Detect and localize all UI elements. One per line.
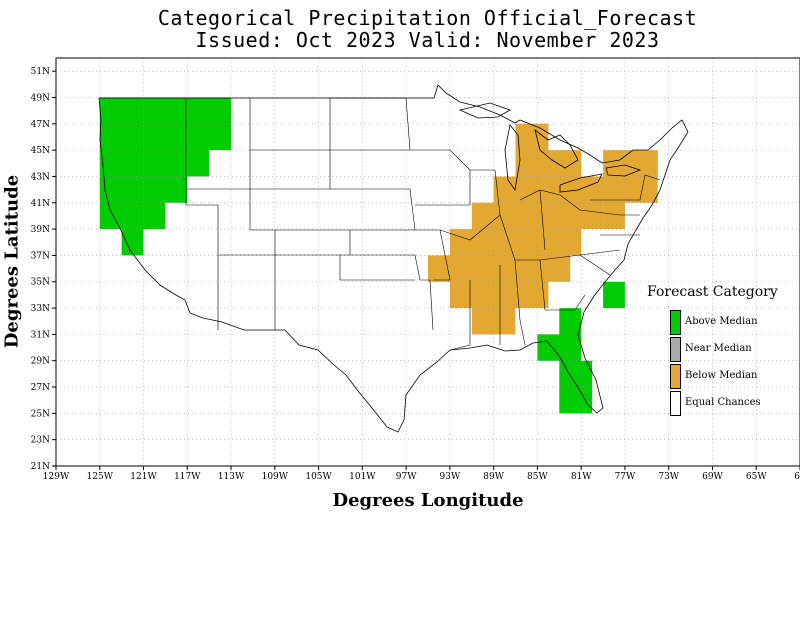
legend-title: Forecast Category — [647, 284, 778, 300]
x-axis-ticks: 129W 125W 121W 117W 113W 109W 105W 101W 97W 93W 89… — [43, 466, 800, 482]
legend-label: Below Median — [685, 370, 758, 381]
y-tick-label: 51N — [31, 67, 50, 77]
legend-item-equal-chances: Equal Chances — [670, 391, 800, 417]
chart-subtitle: Issued: Oct 2023 Valid: November 2023 — [195, 28, 660, 52]
x-axis-label: Degrees Longitude — [332, 490, 524, 511]
forecast-region — [603, 281, 625, 309]
y-tick-label: 29N — [31, 357, 50, 367]
x-tick-label: 77W — [615, 472, 636, 482]
x-tick-label: 129W — [43, 472, 70, 482]
x-tick-label: 65W — [746, 472, 767, 482]
x-tick-label: 121W — [130, 472, 157, 482]
y-tick-label: 41N — [31, 199, 50, 209]
x-tick-label: 113W — [218, 472, 245, 482]
legend-item-below-median: Below Median — [670, 364, 800, 390]
legend-item-near-median: Near Median — [670, 337, 800, 363]
state-boundaries — [185, 97, 661, 351]
legend-label: Near Median — [685, 343, 752, 354]
forecast-region — [99, 97, 232, 256]
us-national-outline — [98, 84, 689, 433]
y-tick-label: 33N — [31, 304, 50, 314]
chart-title: Categorical Precipitation Official_Forec… — [157, 6, 698, 30]
x-tick-label: 81W — [571, 472, 592, 482]
x-tick-label: 89W — [483, 472, 504, 482]
y-tick-label: 49N — [31, 93, 50, 103]
legend-label: Equal Chances — [685, 397, 761, 408]
us-outline — [98, 84, 689, 433]
forecast-region — [428, 123, 625, 335]
y-tick-label: 37N — [31, 251, 50, 261]
x-tick-label: 93W — [440, 472, 461, 482]
legend-swatch — [670, 310, 681, 335]
legend-item-above-median: Above Median — [670, 310, 800, 336]
y-tick-label: 45N — [31, 146, 50, 156]
x-tick-label: 85W — [527, 472, 548, 482]
legend-swatch — [670, 364, 681, 389]
y-axis-label: Degrees Latitude — [1, 174, 23, 349]
x-tick-label: 69W — [702, 472, 723, 482]
x-tick-label: 61 — [794, 472, 800, 482]
y-tick-label: 21N — [31, 462, 50, 472]
x-tick-label: 73W — [658, 472, 679, 482]
y-tick-label: 31N — [31, 330, 50, 340]
y-tick-label: 27N — [31, 383, 50, 393]
legend-swatch — [670, 337, 681, 362]
map-frame — [55, 57, 800, 467]
y-tick-label: 39N — [31, 225, 50, 235]
y-axis-ticks: 21N 23N 25N 27N 29N 31N 33N 35N 37N 39N 41N 43N 45N 4… — [31, 67, 56, 472]
legend-label: Above Median — [685, 316, 758, 327]
x-tick-label: 109W — [262, 472, 289, 482]
y-tick-label: 47N — [31, 120, 50, 130]
y-tick-label: 25N — [31, 409, 50, 419]
x-tick-label: 117W — [174, 472, 201, 482]
great-lakes-outline — [458, 102, 642, 193]
y-tick-label: 35N — [31, 278, 50, 288]
x-tick-label: 101W — [349, 472, 376, 482]
y-tick-label: 43N — [31, 172, 50, 182]
legend-swatch — [670, 391, 681, 416]
x-tick-label: 105W — [305, 472, 332, 482]
y-tick-label: 23N — [31, 436, 50, 446]
x-tick-label: 97W — [396, 472, 417, 482]
x-tick-label: 125W — [87, 472, 114, 482]
